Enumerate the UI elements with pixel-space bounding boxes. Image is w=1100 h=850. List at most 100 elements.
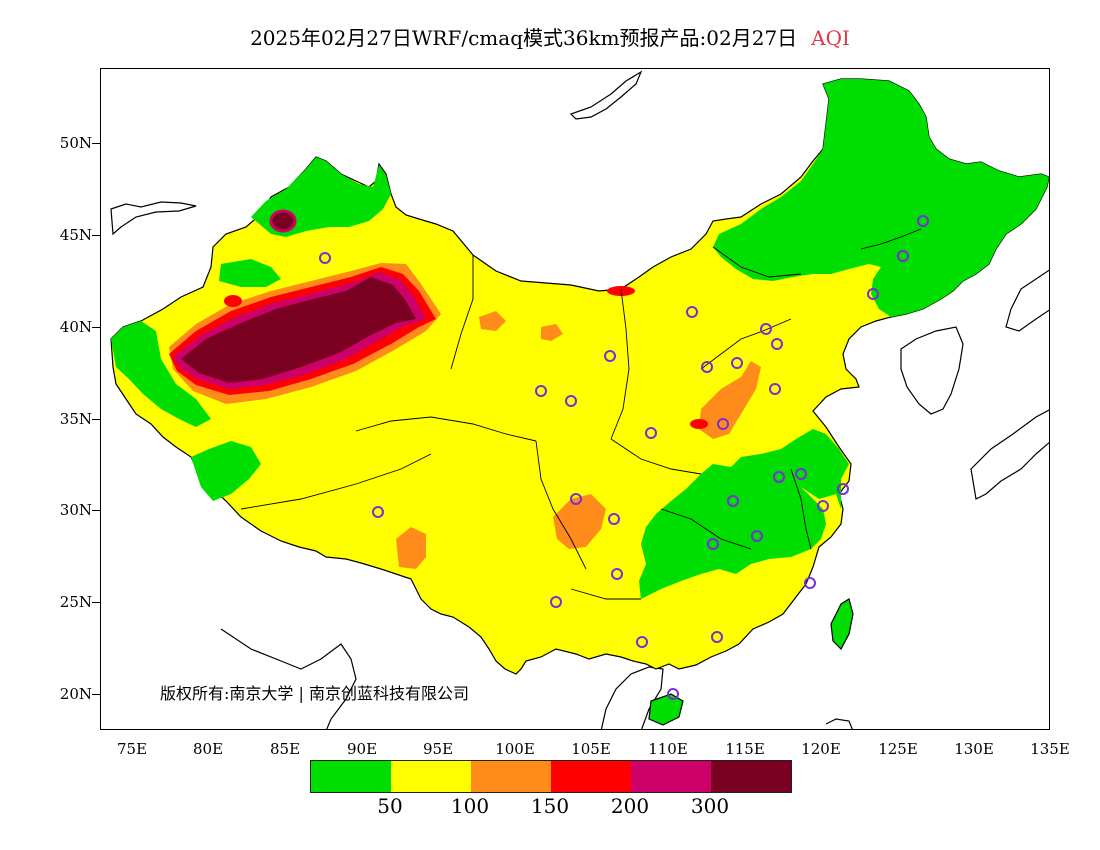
- lon-label-115e: 115E: [725, 740, 765, 758]
- aqi-green-east: [731, 429, 849, 509]
- legend-label-100: 100: [450, 794, 490, 818]
- okhotsk-coast: [569, 70, 643, 120]
- legend-label-50: 50: [377, 794, 403, 818]
- province-boundary: [610, 288, 630, 440]
- legend-swatch-magenta: [631, 761, 711, 792]
- hainan-island: [648, 693, 684, 726]
- lat-label-50n: 50N: [59, 134, 92, 152]
- aqi-orange-inner-mongolia: [541, 324, 563, 341]
- station-marker: [917, 215, 929, 227]
- aqi-orange-hexi: [479, 311, 506, 331]
- station-marker: [727, 495, 739, 507]
- province-boundary: [712, 246, 802, 278]
- station-marker: [372, 506, 384, 518]
- station-marker: [550, 596, 562, 608]
- province-boundary: [790, 468, 812, 550]
- station-marker: [817, 500, 829, 512]
- station-marker: [760, 323, 772, 335]
- station-marker: [604, 350, 616, 362]
- station-marker: [608, 513, 620, 525]
- lon-label-105e: 105E: [571, 740, 611, 758]
- title-main: 2025年02月27日WRF/cmaq模式36km预报产品:02月27日: [250, 26, 798, 50]
- province-boundary: [240, 453, 432, 510]
- lon-label-135e: 135E: [1030, 740, 1070, 758]
- station-marker: [795, 468, 807, 480]
- aqi-green-northeast: [713, 79, 1049, 317]
- station-marker: [867, 288, 879, 300]
- legend-swatch-maroon: [711, 761, 791, 792]
- lat-tick: [92, 419, 100, 420]
- kazakhstan-lake-outline: [110, 201, 197, 236]
- aqi-green-south: [639, 461, 826, 599]
- lon-label-85e: 85E: [269, 740, 301, 758]
- station-marker: [611, 568, 623, 580]
- station-marker: [701, 361, 713, 373]
- lat-label-45n: 45N: [59, 226, 92, 244]
- province-boundary: [570, 588, 641, 600]
- station-marker: [535, 385, 547, 397]
- aqi-red-hotspot-hebei: [690, 419, 708, 429]
- aqi-red-hotspot-west: [224, 295, 242, 307]
- lon-label-100e: 100E: [495, 740, 535, 758]
- lat-tick: [92, 327, 100, 328]
- aqi-orange-north-china: [699, 361, 761, 439]
- legend-swatch-yellow: [391, 761, 471, 792]
- province-boundary: [535, 440, 587, 570]
- station-marker: [667, 688, 679, 700]
- station-marker: [711, 631, 723, 643]
- station-marker: [769, 383, 781, 395]
- lon-label-80e: 80E: [192, 740, 224, 758]
- lat-label-20n: 20N: [59, 685, 92, 703]
- station-marker: [565, 395, 577, 407]
- lat-tick: [92, 510, 100, 511]
- station-marker: [570, 493, 582, 505]
- lat-label-35n: 35N: [59, 410, 92, 428]
- station-marker: [837, 483, 849, 495]
- aqi-maroon-hotspot-north: [269, 209, 297, 233]
- lat-label-30n: 30N: [59, 501, 92, 519]
- legend-swatch-green: [311, 761, 391, 792]
- station-marker: [636, 636, 648, 648]
- station-marker: [686, 306, 698, 318]
- station-marker: [731, 357, 743, 369]
- aqi-green-tibet-sw: [191, 441, 261, 501]
- aqi-map-svg: [110, 70, 1049, 729]
- lon-label-75e: 75E: [116, 740, 148, 758]
- legend-label-300: 300: [690, 794, 730, 818]
- lat-label-40n: 40N: [59, 318, 92, 336]
- philippines-coast: [825, 718, 853, 729]
- aqi-green-west-basin: [219, 259, 281, 287]
- copyright-company: 南京创蓝科技有限公司: [308, 684, 469, 703]
- station-marker: [751, 530, 763, 542]
- aqi-orange-sichuan: [553, 494, 606, 549]
- station-marker: [771, 338, 783, 350]
- japan-coast: [970, 409, 1049, 500]
- aqi-color-legend: [310, 760, 792, 793]
- korea-coast: [900, 326, 964, 415]
- aqi-maroon-tarim: [181, 277, 416, 383]
- lat-tick: [92, 235, 100, 236]
- india-coast: [220, 628, 357, 729]
- province-boundary: [860, 228, 922, 250]
- aqi-green-west-strip: [111, 321, 211, 427]
- station-marker: [319, 252, 331, 264]
- lat-tick: [92, 602, 100, 603]
- lon-label-95e: 95E: [422, 740, 454, 758]
- legend-swatch-red: [551, 761, 631, 792]
- lat-tick: [92, 143, 100, 144]
- legend-label-200: 200: [610, 794, 650, 818]
- station-marker: [707, 538, 719, 550]
- station-marker: [897, 250, 909, 262]
- lon-label-120e: 120E: [801, 740, 841, 758]
- lat-tick: [92, 694, 100, 695]
- lon-label-90e: 90E: [346, 740, 378, 758]
- copyright-owner: 版权所有:南京大学: [160, 684, 294, 703]
- legend-swatch-orange: [471, 761, 551, 792]
- lon-label-125e: 125E: [878, 740, 918, 758]
- copyright-note: 版权所有:南京大学 | 南京创蓝科技有限公司: [160, 684, 469, 703]
- title-variable: AQI: [811, 26, 850, 50]
- lon-label-110e: 110E: [648, 740, 688, 758]
- station-marker: [804, 577, 816, 589]
- station-marker: [773, 471, 785, 483]
- aqi-orange-tibet-south: [396, 527, 426, 569]
